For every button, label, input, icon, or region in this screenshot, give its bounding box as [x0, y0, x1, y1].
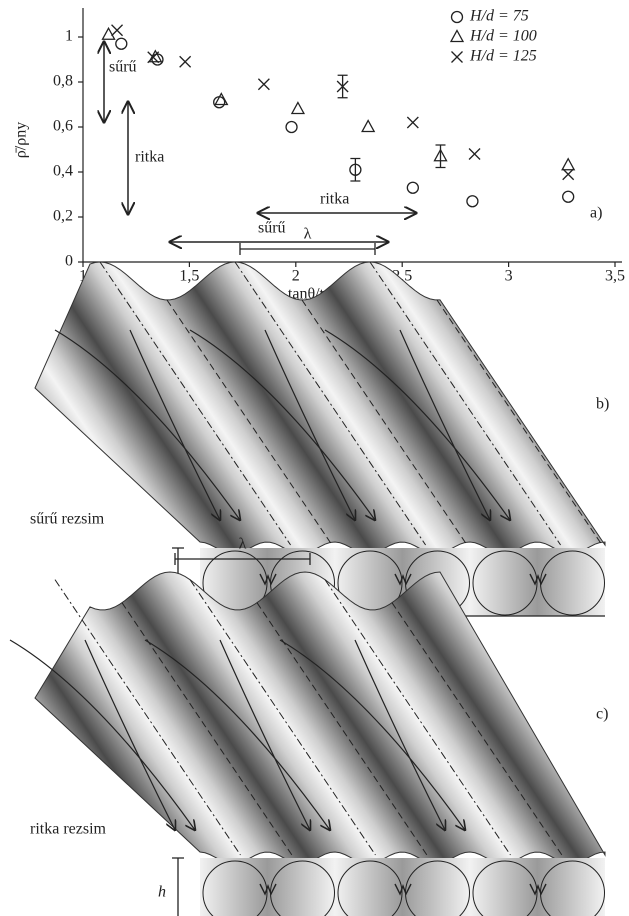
marker-circle: [450, 10, 464, 24]
wavelength-label: λ: [239, 536, 247, 553]
legend-label: H/d = 125: [469, 48, 537, 65]
marker-cross: [562, 168, 575, 181]
roll-cell: [202, 860, 268, 916]
marker-triangle: [561, 157, 576, 171]
crest-line: [54, 579, 241, 856]
marker-cross: [406, 116, 419, 129]
y-tick-label: 0,4: [53, 163, 73, 180]
y-tick-label: 0: [65, 253, 73, 270]
x-tick-label: 3: [505, 268, 513, 285]
roll-cell: [472, 860, 538, 916]
height-label: h: [158, 884, 166, 901]
flow-arrow: [279, 639, 465, 830]
flow-arrow: [189, 329, 375, 520]
flow-arrow: [399, 329, 490, 520]
flow-arrow: [144, 639, 330, 830]
legend-label: H/d = 100: [469, 28, 537, 45]
convergence-mark: [394, 573, 412, 586]
roll-cell: [337, 860, 403, 916]
crest-line: [234, 261, 427, 546]
marker-triangle: [361, 119, 376, 133]
marker-cross: [147, 51, 160, 64]
marker-cross: [468, 148, 481, 160]
error-bar: [435, 144, 446, 169]
flow-arrow: [219, 639, 310, 830]
trough-line: [436, 299, 603, 546]
y-tick-label: 0,8: [53, 73, 73, 90]
convergence-mark: [529, 883, 547, 896]
marker-triangle: [290, 101, 306, 115]
trough-line: [391, 602, 563, 856]
marker-circle: [285, 120, 298, 134]
panel-label: c): [596, 706, 608, 723]
convergence-mark: [259, 883, 277, 896]
x-tick-label: 2: [292, 268, 300, 285]
annotation: sűrű: [109, 59, 137, 76]
marker-circle: [406, 181, 419, 194]
trough-line: [121, 602, 293, 856]
convergence-mark: [394, 883, 412, 896]
panel-label: a): [590, 205, 602, 222]
regime-label: ritka rezsim: [30, 821, 107, 838]
x-tick-label: 3,5: [605, 268, 625, 285]
height-bracket: [172, 857, 184, 916]
wavelength-bracket: [174, 553, 311, 565]
flow-arrow: [129, 329, 220, 520]
flow-arrow: [84, 639, 175, 830]
annotation: ritka: [135, 149, 164, 166]
marker-cross: [257, 78, 270, 91]
sheet-surface: [34, 261, 606, 555]
x-tick-label: 1,5: [179, 268, 199, 285]
marker-triangle: [449, 29, 465, 43]
crest-line: [189, 579, 376, 856]
y-tick-label: 0,2: [53, 208, 73, 225]
trough-line: [301, 299, 468, 546]
trough-line: [256, 602, 428, 856]
flow-arrow: [9, 639, 195, 830]
regime-label: sűrű rezsim: [30, 511, 105, 528]
y-tick-label: 0,6: [53, 118, 73, 135]
panel-label: b): [596, 396, 609, 413]
crest-line: [369, 261, 562, 546]
legend-label: H/d = 75: [469, 8, 529, 25]
x-tick-label: 1: [79, 268, 87, 285]
crest-line: [324, 579, 511, 856]
annotation: ritka: [320, 191, 349, 208]
roll-cell: [472, 550, 538, 616]
error-bar: [350, 157, 361, 182]
marker-cross: [451, 51, 463, 63]
annotation: sűrű: [258, 220, 286, 237]
y-tick-label: 1: [65, 28, 73, 45]
convergence-mark: [529, 573, 547, 586]
marker-triangle: [101, 26, 116, 40]
marker-circle: [562, 190, 575, 203]
marker-circle: [115, 37, 128, 50]
crest-line: [99, 261, 292, 546]
trough-line: [166, 299, 333, 546]
flow-arrow: [354, 639, 445, 830]
marker-cross: [111, 24, 124, 37]
y-axis-label: ρ̄/ρny: [13, 122, 30, 158]
flow-arrow: [324, 329, 510, 520]
flow-diagram: λ h ritka rezsim c): [9, 536, 608, 916]
wavelength-label: λ: [304, 226, 312, 243]
marker-cross: [179, 55, 192, 68]
marker-triangle: [214, 92, 229, 106]
wavelength-bracket: [239, 243, 376, 255]
flow-arrow: [54, 329, 240, 520]
convergence-mark: [259, 573, 277, 586]
error-bar: [337, 74, 348, 99]
marker-circle: [466, 195, 479, 208]
flow-arrow: [264, 329, 355, 520]
